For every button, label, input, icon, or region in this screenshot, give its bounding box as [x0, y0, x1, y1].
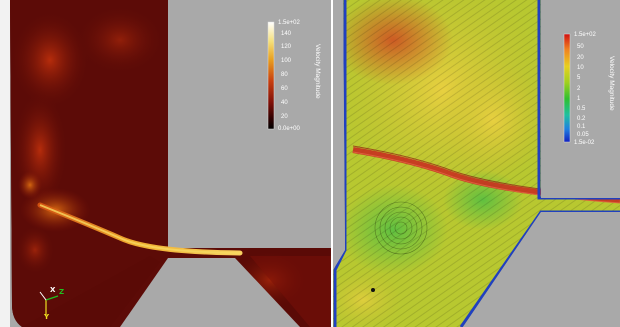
- axis-x-line: [39, 291, 47, 301]
- left-flow-render: [0, 0, 331, 327]
- axis-z-line: [45, 295, 59, 301]
- axis-z-label: Z: [59, 288, 65, 296]
- left-legend-tick: 100: [281, 58, 292, 64]
- right-legend-tick: 50: [577, 44, 584, 50]
- right-legend-tick: 10: [577, 65, 584, 71]
- right-legend-max: 1.5e+02: [574, 32, 596, 38]
- right-legend-tick: 20: [577, 55, 584, 61]
- left-legend-tick: 40: [281, 100, 288, 106]
- left-velocity-view: 1.5e+02 140 120 100 80 60 40 20 0.0e+00 …: [0, 0, 331, 327]
- right-legend-tick: 2: [577, 86, 581, 92]
- left-legend-tick: 140: [281, 31, 292, 37]
- right-lower-wall: [463, 212, 620, 327]
- right-legend-tick: 0.05: [577, 132, 589, 138]
- axis-y-label: Y: [44, 313, 50, 321]
- left-legend-bar: [267, 21, 275, 130]
- panel-divider: [331, 0, 333, 327]
- right-legend-tick: 5: [577, 75, 581, 81]
- left-lower-wall: [120, 258, 300, 327]
- seed-point: [371, 288, 375, 292]
- right-legend-tick: 0.2: [577, 116, 586, 122]
- right-legend-title: Velocity Magnitude: [608, 56, 615, 111]
- left-legend-tick: 20: [281, 114, 288, 120]
- right-legend-bar: [563, 33, 571, 143]
- right-legend-tick: 0.1: [577, 124, 586, 130]
- left-legend-max: 1.5e+02: [278, 20, 300, 26]
- left-legend-tick: 80: [281, 72, 288, 78]
- left-legend-tick: 120: [281, 44, 292, 50]
- left-hot-zone-upper: [10, 10, 90, 110]
- right-streamline-view: 1.5e+02 50 20 10 5 2 1 0.5 0.2 0.1 0.05 …: [333, 0, 620, 327]
- right-left-wall: [333, 0, 345, 270]
- right-legend-tick: 0.5: [577, 106, 586, 112]
- right-legend-min: 1.5e-02: [574, 140, 595, 146]
- right-legend-tick: 1: [577, 96, 581, 102]
- left-wall: [0, 0, 10, 327]
- left-legend-tick: 60: [281, 86, 288, 92]
- axis-x-label: X: [50, 286, 56, 294]
- left-legend-title: Velocity Magnitude: [314, 44, 321, 99]
- left-legend-min: 0.0e+00: [278, 126, 300, 132]
- right-flow-render: [333, 0, 620, 327]
